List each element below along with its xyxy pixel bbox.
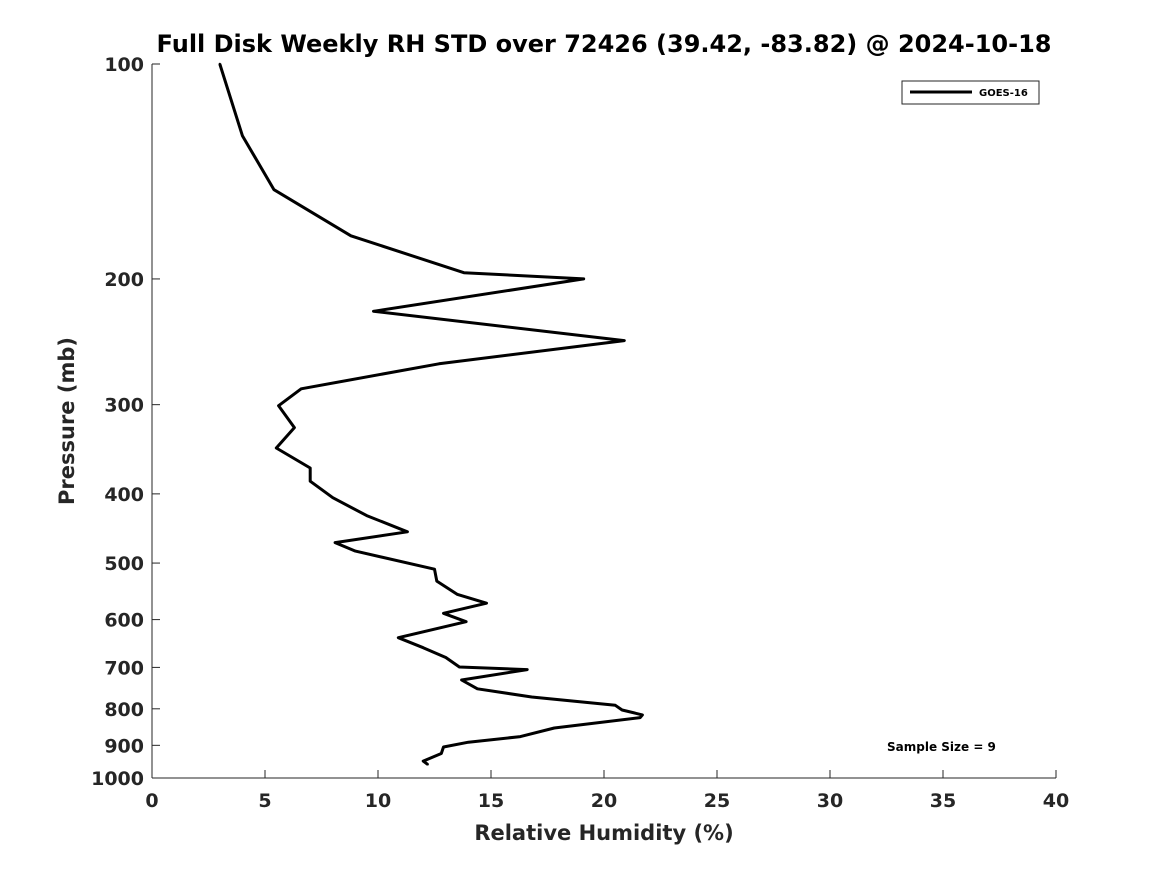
data-point	[442, 612, 445, 615]
data-point	[638, 716, 642, 719]
data-point	[476, 687, 479, 690]
y-tick-label: 400	[104, 484, 144, 506]
data-point	[277, 404, 280, 407]
y-tick-label: 200	[104, 269, 144, 291]
data-point	[467, 741, 470, 744]
chart-title: Full Disk Weekly RH STD over 72426 (39.4…	[157, 30, 1052, 58]
y-axis-label: Pressure (mb)	[55, 337, 79, 505]
data-point	[241, 134, 244, 137]
x-tick-label: 40	[1043, 790, 1069, 812]
data-point	[582, 277, 585, 281]
data-point	[485, 601, 488, 605]
data-point	[365, 514, 368, 517]
y-tick-label: 1000	[91, 768, 144, 790]
y-ticks: 100 200 300 400 500 600 700 800 900 1000	[91, 54, 160, 790]
x-axis-label: Relative Humidity (%)	[474, 821, 733, 845]
data-point	[433, 568, 436, 571]
data-point	[309, 466, 312, 470]
data-point	[422, 646, 425, 649]
y-tick-label: 900	[104, 735, 144, 757]
data-point	[444, 656, 447, 659]
y-tick-label: 600	[104, 610, 144, 632]
x-tick-label: 35	[930, 790, 956, 812]
x-tick-label: 15	[478, 790, 504, 812]
x-tick-label: 30	[817, 790, 843, 812]
data-point	[422, 759, 425, 763]
data-point	[462, 271, 466, 274]
x-tick-label: 25	[704, 790, 730, 812]
data-point	[464, 620, 468, 623]
legend-label: GOES-16	[979, 88, 1028, 99]
x-tick-label: 0	[145, 790, 158, 812]
data-point	[406, 530, 409, 533]
data-point	[354, 549, 357, 553]
series-points	[218, 62, 644, 766]
series-line-goes16	[218, 63, 644, 766]
data-point	[458, 665, 461, 669]
data-point	[426, 763, 429, 766]
data-point	[299, 387, 303, 390]
y-tick-label: 700	[104, 657, 144, 679]
y-tick-label: 300	[104, 395, 144, 417]
x-ticks: 0 5 10 15 20 25 30 35 40	[145, 770, 1069, 812]
data-point	[349, 234, 353, 237]
data-point	[519, 735, 522, 738]
data-point	[455, 593, 459, 596]
data-point	[397, 636, 400, 639]
data-point	[293, 426, 296, 429]
data-point	[272, 188, 276, 191]
data-point	[442, 745, 445, 749]
data-point	[623, 339, 626, 342]
data-point	[614, 704, 617, 707]
data-point	[530, 695, 533, 699]
x-tick-label: 20	[591, 790, 617, 812]
data-point	[218, 62, 221, 66]
data-point	[525, 668, 529, 671]
data-point	[553, 726, 556, 730]
data-point	[437, 362, 441, 366]
legend: GOES-16	[901, 80, 1040, 105]
data-point	[460, 678, 463, 682]
sample-size-annotation: Sample Size = 9	[887, 740, 996, 754]
data-point	[275, 446, 278, 450]
x-tick-label: 10	[365, 790, 391, 812]
data-point	[309, 480, 312, 483]
data-point	[641, 713, 644, 717]
data-point	[333, 541, 337, 544]
data-point	[435, 579, 438, 583]
y-tick-label: 800	[104, 699, 144, 721]
y-tick-label: 100	[104, 54, 144, 76]
y-tick-label: 500	[104, 553, 144, 575]
data-point	[372, 310, 375, 313]
data-point	[331, 496, 334, 499]
data-point	[620, 708, 624, 712]
x-tick-label: 5	[258, 790, 271, 812]
data-point	[440, 752, 443, 755]
